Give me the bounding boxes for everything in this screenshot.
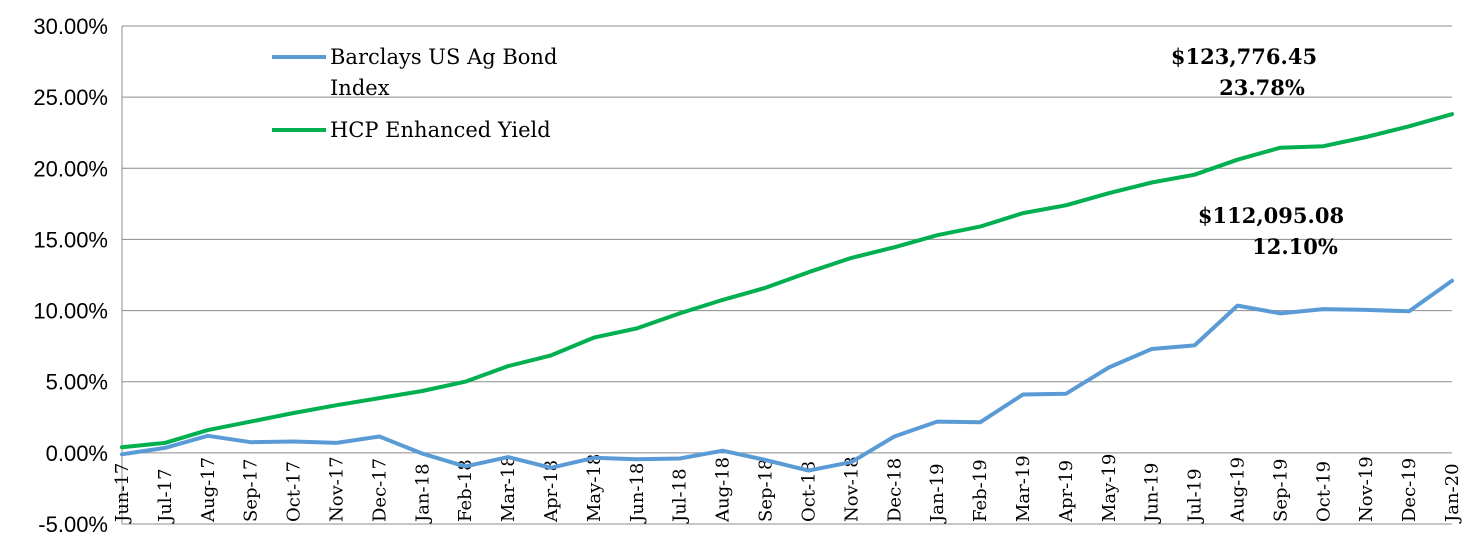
y-tick-label: 5.00% [46, 370, 108, 395]
y-axis-tick-labels: 30.00% 25.00% 20.00% 15.00% 10.00% 5.00% 0.00%… [33, 14, 108, 537]
x-tick-label: Nov-18 [841, 456, 862, 522]
y-tick-label: 15.00% [33, 227, 108, 252]
x-tick-label: Jun-18 [627, 463, 648, 524]
annotations: $123,776.45 23.78% $112,095.08 12.10% [1171, 44, 1344, 259]
legend-label-hcp: HCP Enhanced Yield [330, 118, 551, 142]
x-tick-label: Jan-18 [412, 463, 433, 524]
x-tick-label: Dec-17 [369, 458, 390, 522]
x-tick-label: Feb-18 [455, 459, 476, 522]
series-line-hcp [120, 112, 1454, 450]
x-tick-label: Nov-19 [1356, 456, 1377, 522]
x-tick-label: Apr-19 [1056, 460, 1077, 523]
gridlines [122, 25, 1452, 525]
y-tick-label: 0.00% [46, 441, 108, 466]
x-tick-label: Sep-17 [241, 459, 262, 523]
data-series [120, 112, 1454, 473]
x-tick-label: Jun-17 [112, 463, 133, 524]
x-tick-label: Dec-19 [1399, 458, 1420, 522]
x-tick-label: Aug-17 [198, 457, 219, 523]
y-tick-label: 25.00% [33, 85, 108, 110]
x-tick-label: Jul-19 [1185, 468, 1206, 524]
y-tick-label: -5.00% [38, 512, 108, 537]
x-tick-label: Jun-19 [1142, 463, 1163, 524]
annotation-hcp-value: $123,776.45 [1171, 44, 1317, 69]
x-tick-label: Oct-19 [1313, 461, 1334, 522]
annotation-barclays-percent: 12.10% [1252, 234, 1338, 259]
annotation-hcp-percent: 23.78% [1219, 75, 1305, 100]
x-tick-label: May-19 [1099, 454, 1120, 522]
x-tick-label: Mar-19 [1013, 455, 1034, 522]
x-tick-label: Nov-17 [327, 456, 348, 522]
x-tick-label: Jan-19 [927, 463, 948, 524]
x-tick-label: Jul-18 [670, 468, 691, 524]
x-tick-label: Oct-17 [284, 461, 305, 522]
x-tick-label: Dec-18 [884, 458, 905, 522]
legend: Barclays US Ag Bond Index HCP Enhanced Y… [272, 45, 557, 142]
x-tick-label: May-18 [584, 454, 605, 522]
x-tick-label: Sep-19 [1270, 459, 1291, 523]
x-tick-label: Sep-18 [756, 459, 777, 523]
x-tick-label: Aug-19 [1227, 457, 1248, 523]
x-tick-label: Aug-18 [713, 457, 734, 523]
y-tick-label: 30.00% [33, 14, 108, 39]
y-tick-label: 10.00% [33, 299, 108, 324]
y-tick-label: 20.00% [33, 156, 108, 181]
x-tick-label: Jul-17 [155, 468, 176, 524]
x-tick-label: Mar-18 [498, 455, 519, 522]
x-axis-tick-labels: Jun-17 Jul-17 Aug-17 Sep-17 Oct-17 Nov-17 Dec-… [112, 454, 1463, 524]
legend-label-barclays-line2: Index [330, 76, 390, 100]
annotation-barclays-value: $112,095.08 [1198, 203, 1344, 228]
x-tick-label: Oct-18 [798, 461, 819, 522]
x-tick-label: Feb-19 [970, 459, 991, 522]
x-tick-label: Apr-18 [541, 460, 562, 523]
legend-label-barclays-line1: Barclays US Ag Bond [330, 45, 557, 69]
series-line-barclays [120, 278, 1454, 473]
x-tick-label: Jan-20 [1442, 463, 1463, 524]
